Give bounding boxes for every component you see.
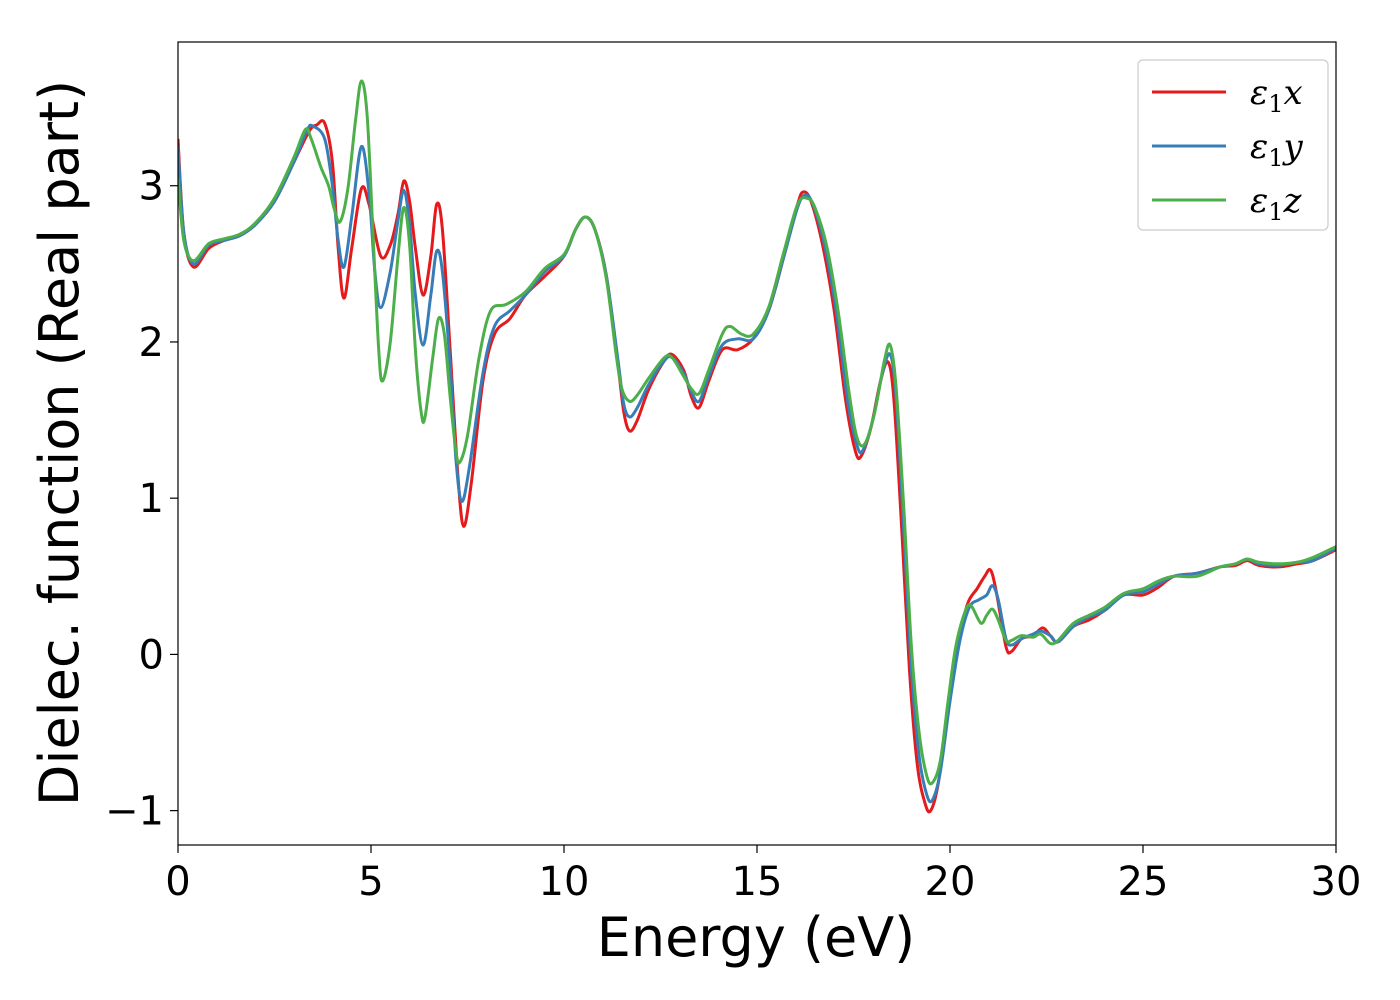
legend-label-z: ε1z	[1250, 181, 1303, 226]
series-line-z	[178, 79, 1336, 786]
x-tick-label: 25	[1118, 859, 1169, 905]
legend-label-y: ε1y	[1250, 127, 1304, 172]
x-tick-label: 0	[165, 859, 190, 905]
legend-box	[1137, 59, 1329, 231]
y-tick-label: 0	[139, 632, 164, 678]
y-axis-label: Dielec. function (Real part)	[28, 80, 91, 806]
legend: ε1x ε1y ε1z	[1137, 59, 1329, 231]
y-tick-label: 1	[139, 476, 164, 522]
y-tick-label: 3	[139, 164, 164, 210]
x-axis-label: Energy (eV)	[597, 906, 916, 969]
legend-label-x: ε1x	[1250, 73, 1303, 118]
y-tick-label: 2	[139, 320, 164, 366]
x-tick-label: 20	[925, 859, 976, 905]
y-tick-label: −1	[105, 789, 164, 835]
x-tick-label: 5	[358, 859, 383, 905]
x-tick-label: 30	[1311, 859, 1362, 905]
x-tick-label: 10	[539, 859, 590, 905]
plot-lines	[178, 79, 1336, 814]
x-tick-label: 15	[732, 859, 783, 905]
